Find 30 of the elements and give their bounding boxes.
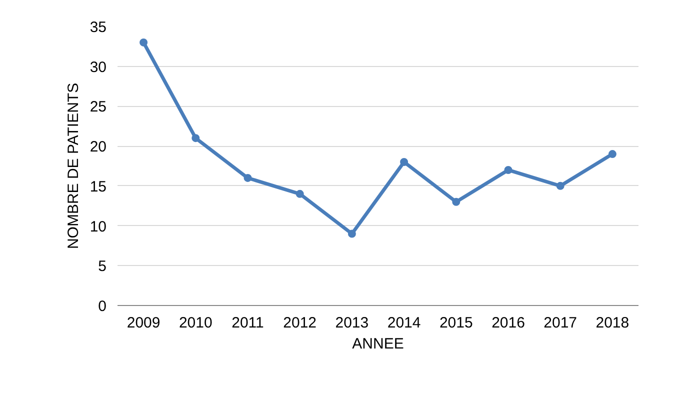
y-tick-label: 5	[98, 258, 106, 276]
x-axis-title: ANNEE	[352, 336, 404, 352]
x-tick-label: 2016	[492, 314, 525, 332]
y-tick-label: 35	[90, 19, 107, 36]
y-tick-label: 10	[90, 218, 107, 236]
x-tick-label: 2018	[596, 314, 630, 332]
x-tick-label: 2011	[232, 314, 264, 332]
y-tick-label: 0	[98, 298, 106, 315]
point	[244, 174, 252, 182]
point	[556, 182, 564, 190]
point	[296, 190, 304, 198]
point	[348, 230, 356, 238]
point	[608, 150, 616, 158]
point	[504, 166, 512, 174]
x-tick-label: 2017	[544, 314, 578, 332]
y-tick-label: 20	[90, 138, 107, 156]
x-tick-label: 2014	[387, 314, 421, 332]
x-tick-label: 2009	[126, 314, 160, 332]
y-axis-title: NOMBRE DE PATIENTS	[64, 82, 82, 250]
point	[192, 134, 200, 142]
x-tick-label: 2010	[178, 314, 212, 332]
point	[140, 38, 148, 46]
x-tick-label: 2012	[283, 314, 317, 332]
x-tick-label: 2015	[439, 314, 473, 332]
y-tick-label: 25	[90, 98, 107, 116]
point	[452, 198, 460, 206]
y-tick-label: 30	[90, 58, 107, 76]
y-tick-label: 15	[90, 178, 107, 196]
point	[400, 158, 408, 166]
x-tick-label: 2013	[335, 314, 369, 332]
